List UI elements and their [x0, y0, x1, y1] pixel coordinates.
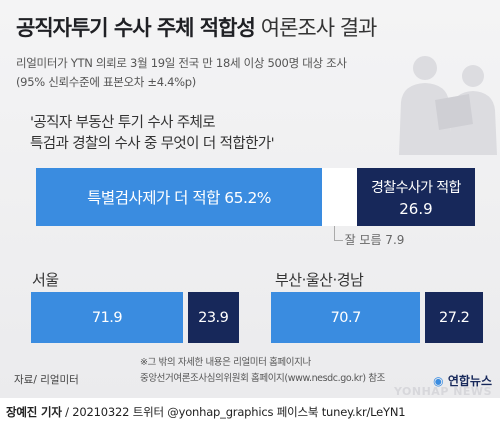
unsure-label: 잘 모름 7.9: [344, 233, 405, 247]
footer-credit: 장예진 기자 / 20210322 트위터 @yonhap_graphics 페…: [6, 404, 406, 420]
seoul-bar-special-prosecutor-label: 71.9: [91, 309, 123, 326]
note-line-2: 중앙선거여론조사심의위원회 홈페이지(www.nesdc.go.kr) 참조: [140, 373, 385, 384]
overall-bar-special-prosecutor: 특별검사제가 더 적합 65.2%: [36, 168, 323, 226]
region-label-busan: 부산·울산·경남: [275, 271, 364, 289]
region-label-seoul: 서울: [32, 271, 59, 289]
title-main: 공직자투기 수사 주체 적합성: [16, 16, 256, 40]
unsure-leader-line: [333, 226, 343, 241]
yonhap-logo-icon: ◉: [433, 374, 444, 388]
footer-rest: / 20210322 트위터 @yonhap_graphics 페이스북 tun…: [61, 405, 406, 419]
page-title: 공직자투기 수사 주체 적합성 여론조사 결과: [16, 12, 378, 42]
survey-question: '공직자 부동산 투기 수사 주체로 특검과 경찰의 수사 중 무엇이 더 적합…: [30, 113, 275, 155]
seoul-bar-police: 23.9: [188, 292, 239, 343]
yonhap-logo-text: 연합뉴스: [447, 374, 492, 388]
yonhap-watermark: YONHAP NEWS: [393, 385, 492, 398]
busan-bar-special-prosecutor-label: 70.7: [330, 309, 362, 326]
overall-bar-police-value: 26.9: [399, 199, 433, 218]
seoul-bar-police-label: 23.9: [198, 309, 229, 326]
busan-bar-police-label: 27.2: [439, 309, 470, 326]
overall-bar-special-prosecutor-label: 특별검사제가 더 적합 65.2%: [87, 189, 272, 207]
people-silhouette-icon: [399, 56, 497, 155]
overall-bar-police-name: 경찰수사가 적합: [371, 179, 461, 196]
survey-description: 리얼미터가 YTN 의뢰로 3월 19일 전국 만 18세 이상 500명 대상…: [16, 56, 347, 70]
footer-author: 장예진 기자: [6, 405, 62, 419]
infographic-card: 공직자투기 수사 주체 적합성 여론조사 결과 리얼미터가 YTN 의뢰로 3월 …: [0, 0, 500, 398]
title-sub: 여론조사 결과: [260, 16, 378, 40]
busan-bar-police: 27.2: [425, 292, 483, 343]
overall-bar-unsure: [322, 168, 357, 226]
busan-bar-special-prosecutor: 70.7: [271, 292, 421, 343]
note-line-1: ※그 밖의 자세한 내용은 리얼미터 홈페이지나: [140, 357, 311, 368]
margin-of-error: (95% 신뢰수준에 표본오차 ±4.4%p): [16, 75, 196, 89]
yonhap-logo: ◉ 연합뉴스: [433, 372, 492, 389]
question-line-1: '공직자 부동산 투기 수사 주체로: [30, 115, 216, 131]
overall-bar-police: 경찰수사가 적합 26.9: [356, 168, 475, 226]
seoul-bar-special-prosecutor: 71.9: [31, 292, 183, 343]
source-label: 자료/ 리얼미터: [14, 374, 79, 386]
question-line-2: 특검과 경찰의 수사 중 무엇이 더 적합한가': [30, 136, 275, 152]
